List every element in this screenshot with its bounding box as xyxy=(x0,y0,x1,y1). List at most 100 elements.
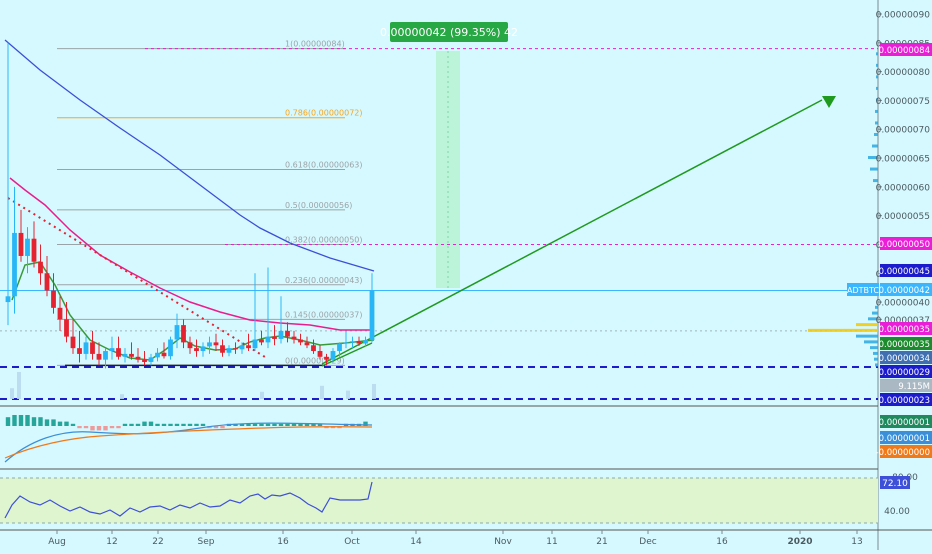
macd-hist-bar xyxy=(272,423,277,426)
candle-body xyxy=(239,345,245,350)
fib-label: 1(0.00000084) xyxy=(285,40,345,49)
candle-body xyxy=(363,340,368,344)
candle-body xyxy=(291,336,297,340)
macd-hist-bar xyxy=(278,423,284,426)
macd-badge-text: -0.00000000 xyxy=(876,448,930,458)
price-badge-text: 0.00000035 xyxy=(879,340,930,350)
ma-long-line xyxy=(4,39,375,272)
macd-hist-bar xyxy=(194,423,199,426)
macd-hist-bar xyxy=(259,423,264,426)
volume-profile-bar xyxy=(870,167,878,171)
price-badge xyxy=(880,283,932,296)
candle-body xyxy=(161,352,167,357)
macd-hist-bar xyxy=(220,426,225,429)
macd-hist-bar xyxy=(265,423,271,426)
time-tick-label: Sep xyxy=(198,537,215,547)
volume-bar xyxy=(17,372,21,399)
fib-label: 0.618(0.00000063) xyxy=(285,161,363,170)
price-badge-text: 0.00000084 xyxy=(879,46,930,56)
price-badge xyxy=(880,379,932,392)
macd-hist-bar xyxy=(38,417,43,426)
time-tick-label: 16 xyxy=(716,537,728,547)
price-tick-label: 0.00000090 xyxy=(876,11,931,21)
macd-hist-bar xyxy=(239,423,245,426)
macd-hist-bar xyxy=(83,426,89,429)
volume-bar xyxy=(120,394,124,399)
macd-hist-bar xyxy=(77,426,82,429)
candle-body xyxy=(252,339,258,349)
candle-body xyxy=(265,336,271,343)
measure-label-text: 0.00000042 (99.35%) 42 xyxy=(380,26,518,39)
time-tick-label: 16 xyxy=(277,537,289,547)
price-badge xyxy=(880,264,932,277)
macd-hist-bar xyxy=(122,423,128,426)
volume-bar xyxy=(320,385,324,399)
volume-bar xyxy=(346,390,350,399)
candle-body xyxy=(246,345,251,349)
candle-body xyxy=(259,339,264,343)
time-tick-label: 11 xyxy=(546,537,557,547)
symbol-badge-text: ADTBTC xyxy=(847,286,879,295)
candle-body xyxy=(25,238,30,256)
price-badge xyxy=(880,237,932,250)
candle-body xyxy=(337,343,342,352)
macd-hist-bar xyxy=(129,423,134,426)
macd-hist-bar xyxy=(142,421,147,426)
time-axis: Aug 12 22 Sep 16 Oct 14 Nov 11 21 Dec 16 2020 13 xyxy=(48,530,863,547)
candle-body xyxy=(31,238,37,262)
candle-body xyxy=(207,342,212,347)
price-badge xyxy=(880,351,932,364)
downtrend-line xyxy=(7,197,266,358)
macd-hist-bar xyxy=(168,423,173,426)
macd-hist-bar xyxy=(246,423,251,426)
candle-body xyxy=(213,342,219,346)
candle-body xyxy=(51,290,56,308)
rsi-badge xyxy=(880,476,910,489)
volume-bar xyxy=(372,384,376,399)
time-tick-label: 22 xyxy=(152,537,163,547)
projection-arrowhead xyxy=(822,96,836,108)
time-tick-label: Oct xyxy=(344,537,360,547)
candle-body xyxy=(96,353,102,360)
price-badge xyxy=(880,337,932,350)
candle-body xyxy=(356,341,362,344)
rsi-level-label: 40.00 xyxy=(884,507,910,517)
candle-body xyxy=(181,325,186,343)
volume-profile-bar xyxy=(874,357,878,361)
candle-body xyxy=(311,345,316,352)
candle-body xyxy=(226,348,232,353)
candle-body xyxy=(174,325,180,340)
candle-body xyxy=(369,290,375,341)
price-badge-text: 0.00000042 xyxy=(879,286,930,296)
macd-hist-bar xyxy=(298,423,303,426)
fib-label: 0.145(0.00000037) xyxy=(285,310,363,319)
candle-body xyxy=(278,330,284,339)
volume-profile-bar xyxy=(856,334,878,338)
price-badge xyxy=(880,322,932,335)
macd-hist-bar xyxy=(155,423,160,426)
price-badge-text: 0.00000035 xyxy=(879,325,930,335)
candle-body xyxy=(70,336,76,349)
price-badge-text: 0.00000029 xyxy=(879,368,930,378)
macd-hist-bar xyxy=(25,415,30,426)
volume-profile-bar xyxy=(875,363,878,367)
volume-bar xyxy=(10,388,14,399)
symbol-badge xyxy=(847,283,879,296)
candle-body xyxy=(343,342,349,344)
candle-body xyxy=(200,346,206,352)
candle-body xyxy=(12,232,17,297)
volume-profile-bar xyxy=(870,346,878,350)
macd-hist-bar xyxy=(304,423,310,426)
candle-body xyxy=(187,342,193,349)
macd-hist-bar xyxy=(116,426,121,429)
price-tick-label: 0.00000080 xyxy=(876,68,931,78)
volume-profile-bar xyxy=(873,179,878,183)
fib-label: 0.236(0.00000043) xyxy=(285,276,363,285)
macd-hist-bar xyxy=(18,415,24,426)
projection-line xyxy=(321,99,823,365)
candle-body xyxy=(135,356,141,360)
rsi-badge-text: 72.10 xyxy=(882,479,908,489)
macd-hist-bar xyxy=(44,419,50,426)
time-tick-label: 2020 xyxy=(787,537,812,547)
